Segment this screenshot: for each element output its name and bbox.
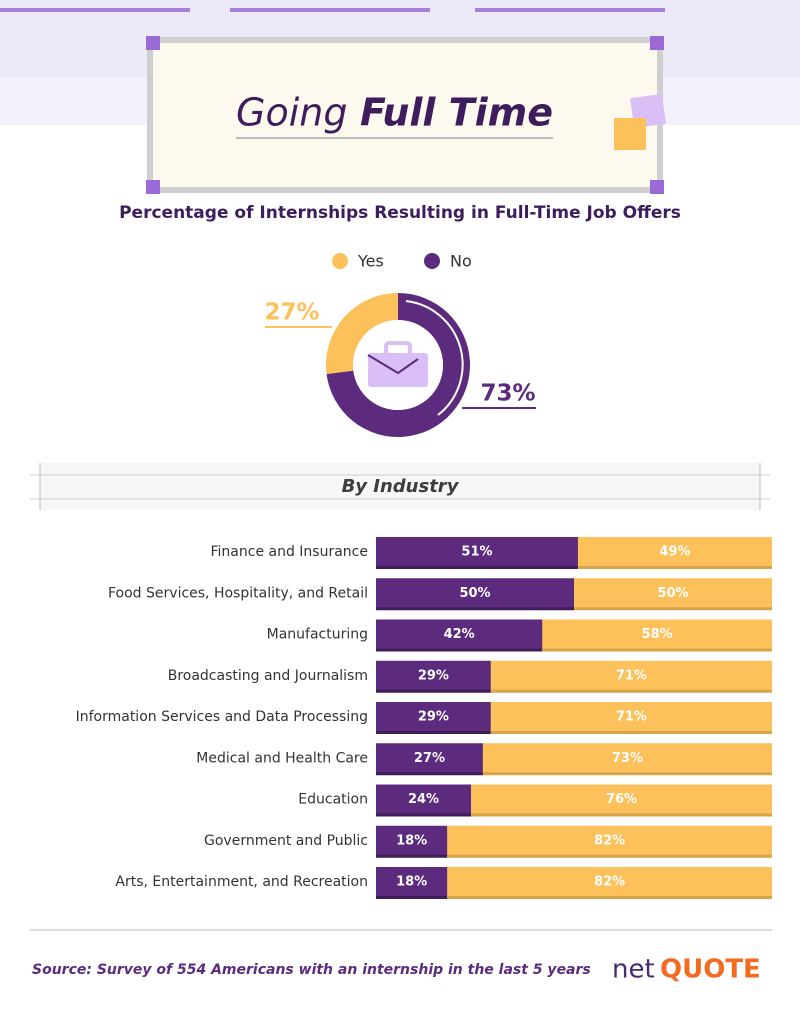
category-label: Finance and Insurance	[211, 544, 369, 560]
bar-segment	[376, 784, 472, 814]
value-label: 29%	[418, 668, 449, 683]
value-label: 49%	[659, 545, 690, 560]
value-label: 18%	[396, 833, 427, 848]
briefcase-handle	[384, 341, 412, 357]
value-label: 50%	[657, 586, 688, 601]
corner	[146, 180, 160, 194]
title-bold: Full Time	[360, 91, 553, 135]
pie-slice	[326, 293, 398, 375]
bar-segment	[574, 578, 772, 608]
bar-segment	[471, 784, 772, 814]
value-label: 82%	[594, 875, 625, 890]
deco-square	[614, 118, 646, 150]
value-label: 76%	[606, 792, 637, 807]
legend-label: Yes	[357, 252, 384, 271]
legend-swatch	[424, 253, 440, 269]
category-label: Manufacturing	[267, 627, 368, 643]
value-label: 27%	[264, 300, 319, 326]
category-label: Broadcasting and Journalism	[168, 668, 368, 684]
value-label: 51%	[461, 545, 492, 560]
value-label: 73%	[612, 751, 643, 766]
briefcase	[368, 353, 428, 387]
value-label: 24%	[408, 792, 439, 807]
bar-segment	[376, 619, 543, 649]
value-label: 82%	[594, 833, 625, 848]
corner	[146, 36, 160, 50]
corner	[650, 180, 664, 194]
bar-segment	[490, 702, 772, 731]
bar-segment	[447, 825, 772, 855]
pie-title: Percentage of Internships Resulting in F…	[119, 203, 681, 223]
briefcase-flap	[367, 354, 419, 375]
logo-net: net	[612, 955, 655, 985]
bar-segment	[376, 578, 574, 608]
category-label: Information Services and Data Processing	[76, 709, 368, 725]
value-label: 18%	[396, 875, 427, 890]
source: Source: Survey of 554 Americans with an …	[32, 962, 591, 978]
deco-line	[475, 8, 665, 12]
value-label: 71%	[616, 710, 647, 725]
bar-segment	[376, 537, 578, 566]
bar-segment	[447, 867, 772, 896]
value-label: 29%	[418, 710, 449, 725]
category-label: Government and Public	[204, 833, 368, 849]
bar-segment	[376, 702, 491, 731]
bar-segment	[376, 743, 483, 773]
category-label: Education	[298, 792, 368, 808]
bar-segment	[542, 619, 772, 649]
value-label: 50%	[459, 586, 490, 601]
value-label: 73%	[480, 381, 535, 407]
title-light: Going	[236, 91, 347, 135]
category-label: Arts, Entertainment, and Recreation	[115, 874, 368, 890]
bar-title: By Industry	[342, 476, 460, 497]
pie-slice	[326, 293, 470, 437]
category-label: Food Services, Hospitality, and Retail	[108, 585, 368, 601]
bar-segment	[577, 537, 772, 566]
bar-segment	[482, 743, 772, 773]
value-label: 42%	[444, 627, 475, 642]
deco-line	[230, 8, 430, 12]
logo-quote: QUOTE	[660, 955, 761, 985]
legend-label: No	[450, 252, 472, 271]
corner	[650, 36, 664, 50]
bar-segment	[490, 660, 772, 690]
bar-segment	[376, 867, 448, 896]
value-label: 58%	[642, 627, 673, 642]
category-label: Medical and Health Care	[196, 750, 368, 766]
legend-swatch	[332, 253, 348, 269]
section-band	[40, 463, 760, 510]
value-label: 71%	[616, 668, 647, 683]
deco-line	[0, 8, 190, 12]
bar-segment	[376, 825, 448, 855]
deco-arc	[405, 300, 464, 416]
value-label: 27%	[414, 751, 445, 766]
bar-segment	[376, 660, 491, 690]
